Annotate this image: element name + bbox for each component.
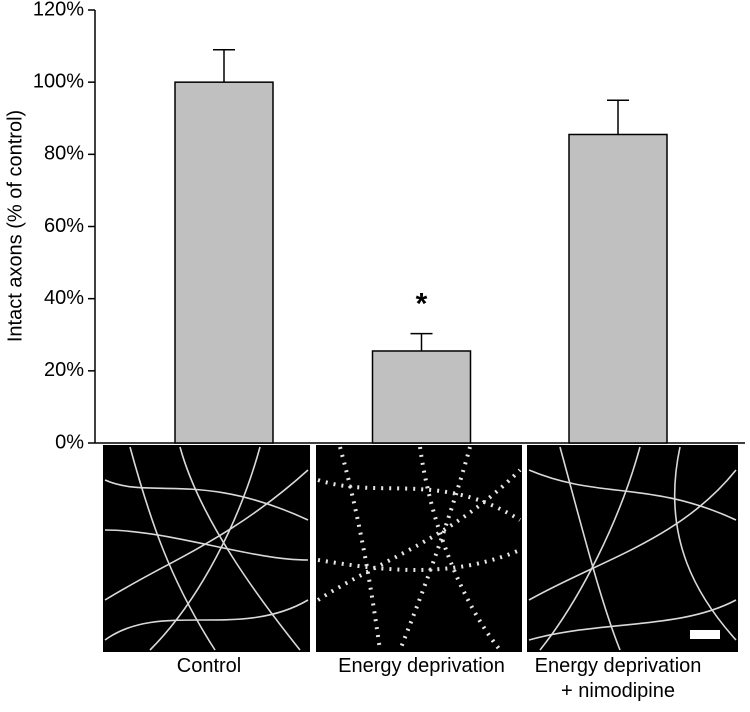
y-tick-label: 120%: [33, 0, 84, 20]
bar: [568, 133, 668, 444]
y-tick-label: 100%: [33, 70, 84, 92]
y-tick-label: 0%: [55, 431, 84, 453]
y-tick-label: 80%: [44, 143, 84, 165]
bar: [174, 81, 274, 444]
category-label: Energy deprivation: [338, 655, 505, 677]
category-label: Control: [176, 655, 242, 677]
significance-mark: *: [416, 288, 428, 321]
micrograph: [316, 445, 522, 652]
micrograph: [103, 445, 310, 652]
y-tick-label: 40%: [44, 287, 84, 309]
scale-bar: [690, 630, 720, 639]
micrographs: [103, 445, 738, 652]
axons: [104, 446, 737, 651]
y-tick-label: 20%: [44, 359, 84, 381]
category-label: Energy deprivation + nimodipine: [534, 655, 702, 702]
bar: [371, 350, 472, 444]
y-tick-label: 60%: [44, 215, 84, 237]
fragmented-axons: [316, 446, 522, 652]
y-axis-label: Intact axons (% of control): [4, 110, 26, 342]
